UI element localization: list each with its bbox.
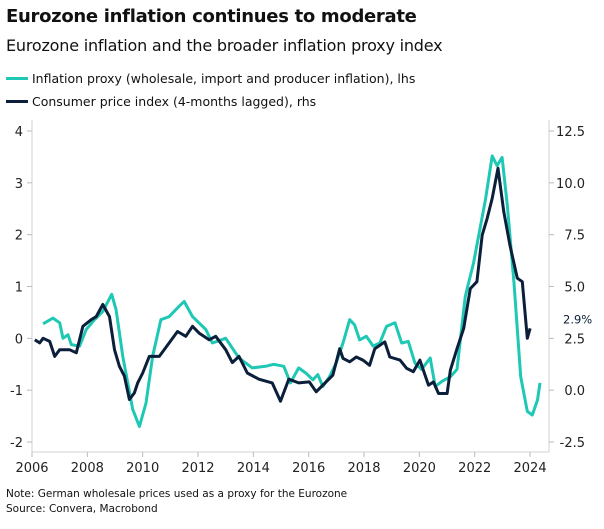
y-right-tick-label: 0.0: [564, 384, 585, 399]
x-tick-label: 2012: [181, 461, 214, 476]
source-text: Source: Convera, Macrobond: [6, 503, 158, 515]
y-right-tick-label: 5.0: [564, 281, 585, 296]
series-line-inflation-proxy: [42, 154, 542, 428]
x-tick-label: 2006: [15, 461, 48, 476]
legend-label-cpi: Consumer price index (4-months lagged), …: [32, 94, 317, 109]
x-tick-label: 2018: [347, 461, 380, 476]
note-text: Note: German wholesale prices used as a …: [6, 488, 348, 500]
x-tick-label: 2016: [292, 461, 325, 476]
y-right-tick-label: -2.5: [560, 436, 585, 451]
annotation-last-value: 2.9%: [563, 312, 592, 326]
y-left-tick-label: -2: [10, 436, 23, 451]
legend-swatch-proxy: [6, 77, 28, 80]
chart-title: Eurozone inflation continues to moderate: [6, 6, 417, 27]
x-tick-label: 2010: [126, 461, 159, 476]
series-line-cpi: [33, 166, 532, 403]
y-left-tick-label: 1: [15, 281, 23, 296]
y-right-tick-label: 2.5: [564, 332, 585, 347]
legend-item-proxy: Inflation proxy (wholesale, import and p…: [6, 71, 415, 86]
y-right-tick-label: 10.0: [556, 177, 585, 192]
x-tick-label: 2024: [514, 461, 547, 476]
y-left-tick-label: 4: [15, 125, 23, 140]
legend-swatch-cpi: [6, 100, 28, 103]
x-tick-label: 2014: [237, 461, 270, 476]
y-right-tick-label: 7.5: [564, 229, 585, 244]
x-tick-label: 2022: [458, 461, 491, 476]
y-left-tick-label: -1: [10, 384, 23, 399]
legend-label-proxy: Inflation proxy (wholesale, import and p…: [32, 71, 416, 86]
y-right-tick-label: 12.5: [556, 125, 585, 140]
y-left-tick-label: 2: [15, 229, 23, 244]
legend-item-cpi: Consumer price index (4-months lagged), …: [6, 94, 316, 109]
x-tick-label: 2008: [71, 461, 104, 476]
x-tick-label: 2020: [403, 461, 436, 476]
y-left-tick-label: 0: [15, 332, 23, 347]
chart-subtitle: Eurozone inflation and the broader infla…: [6, 36, 443, 55]
y-left-tick-label: 3: [15, 177, 23, 192]
